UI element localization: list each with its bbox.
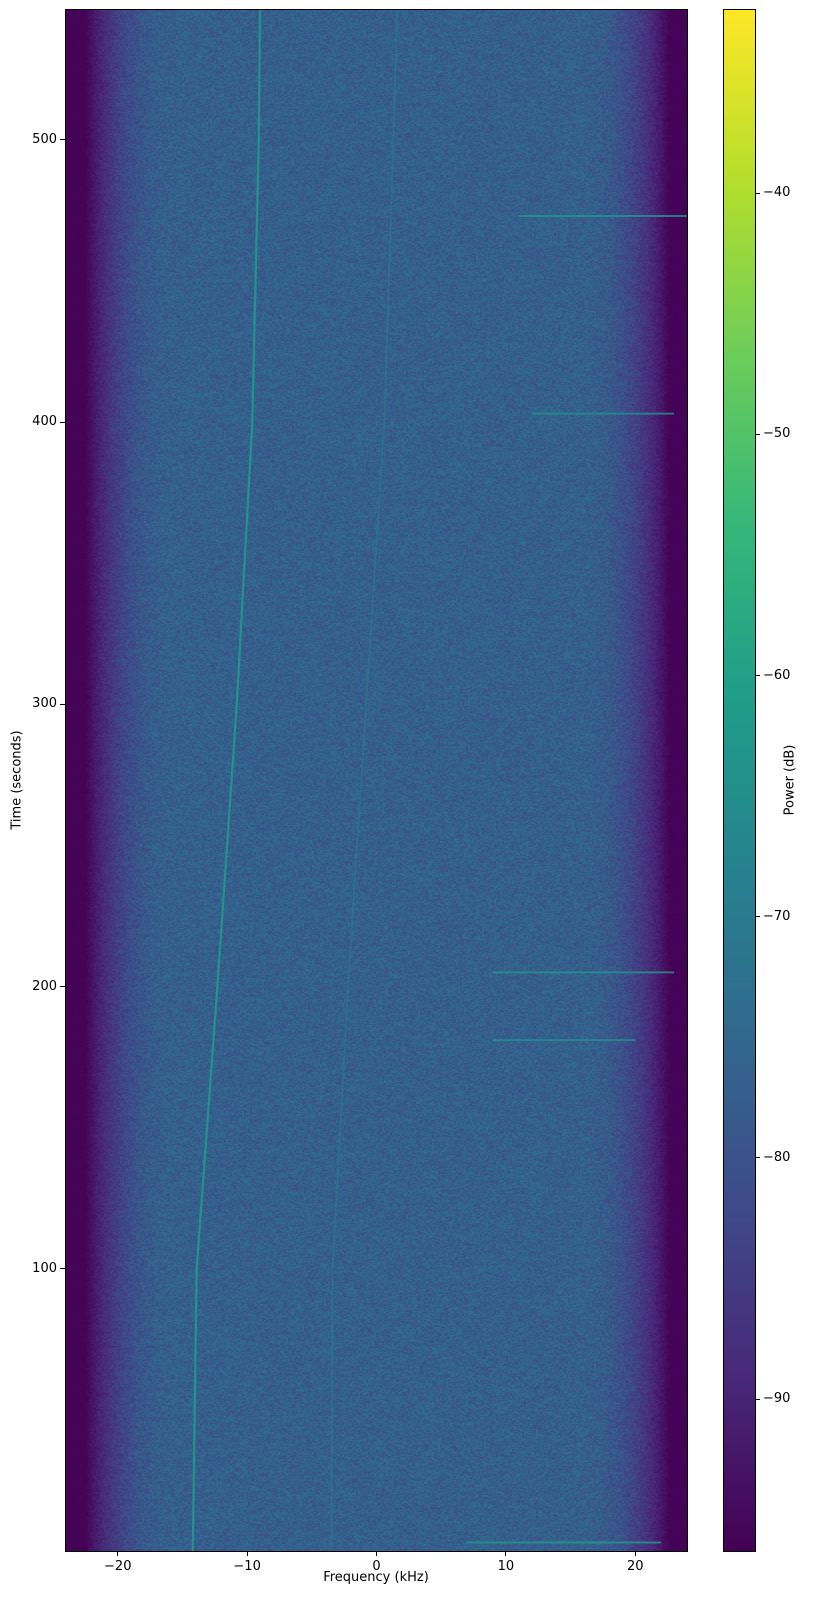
y-tick-label: 300 xyxy=(32,696,57,712)
x-axis-label: Frequency (kHz) xyxy=(323,1570,429,1585)
spectrogram-plot xyxy=(66,10,687,1551)
x-tick-label: −10 xyxy=(233,1559,261,1574)
y-tick-label: 400 xyxy=(32,414,57,430)
y-tick-label: 200 xyxy=(32,978,57,994)
colorbar-frame xyxy=(723,9,756,1552)
colorbar-tick xyxy=(755,916,760,918)
y-tick xyxy=(60,421,65,423)
x-tick xyxy=(246,1551,248,1556)
colorbar-tick xyxy=(755,433,760,435)
colorbar-tick-label: −50 xyxy=(763,426,791,442)
y-tick-label: 500 xyxy=(32,131,57,147)
colorbar-tick-label: −70 xyxy=(763,908,791,924)
y-axis-label: Time (seconds) xyxy=(9,730,25,830)
colorbar-tick xyxy=(755,192,760,194)
y-tick-label: 100 xyxy=(32,1260,57,1276)
colorbar-tick-label: −40 xyxy=(763,185,791,201)
x-tick xyxy=(634,1551,636,1556)
colorbar-tick xyxy=(755,675,760,677)
x-tick xyxy=(505,1551,507,1556)
colorbar-tick-label: −80 xyxy=(763,1149,791,1165)
spectrogram-features xyxy=(191,10,687,1551)
colorbar-label: Power (dB) xyxy=(782,744,798,816)
colorbar-tick-label: −60 xyxy=(763,667,791,683)
colorbar xyxy=(724,10,755,1551)
y-tick xyxy=(60,139,65,141)
x-tick-label: 20 xyxy=(626,1559,644,1574)
colorbar-tick-label: −90 xyxy=(763,1391,791,1407)
x-tick xyxy=(117,1551,119,1556)
colorbar-tick xyxy=(755,1398,760,1400)
y-tick xyxy=(60,703,65,705)
x-tick-label: 10 xyxy=(497,1559,515,1574)
tone-track-1 xyxy=(191,10,262,1551)
x-tick xyxy=(376,1551,377,1556)
y-tick xyxy=(60,1268,65,1270)
tone-track-2 xyxy=(330,10,399,1551)
x-tick-label: 0 xyxy=(372,1559,381,1574)
y-tick xyxy=(60,986,65,988)
spectrogram-heatmap xyxy=(66,10,687,1551)
colorbar-tick xyxy=(755,1157,760,1159)
x-tick-label: −20 xyxy=(104,1559,132,1574)
